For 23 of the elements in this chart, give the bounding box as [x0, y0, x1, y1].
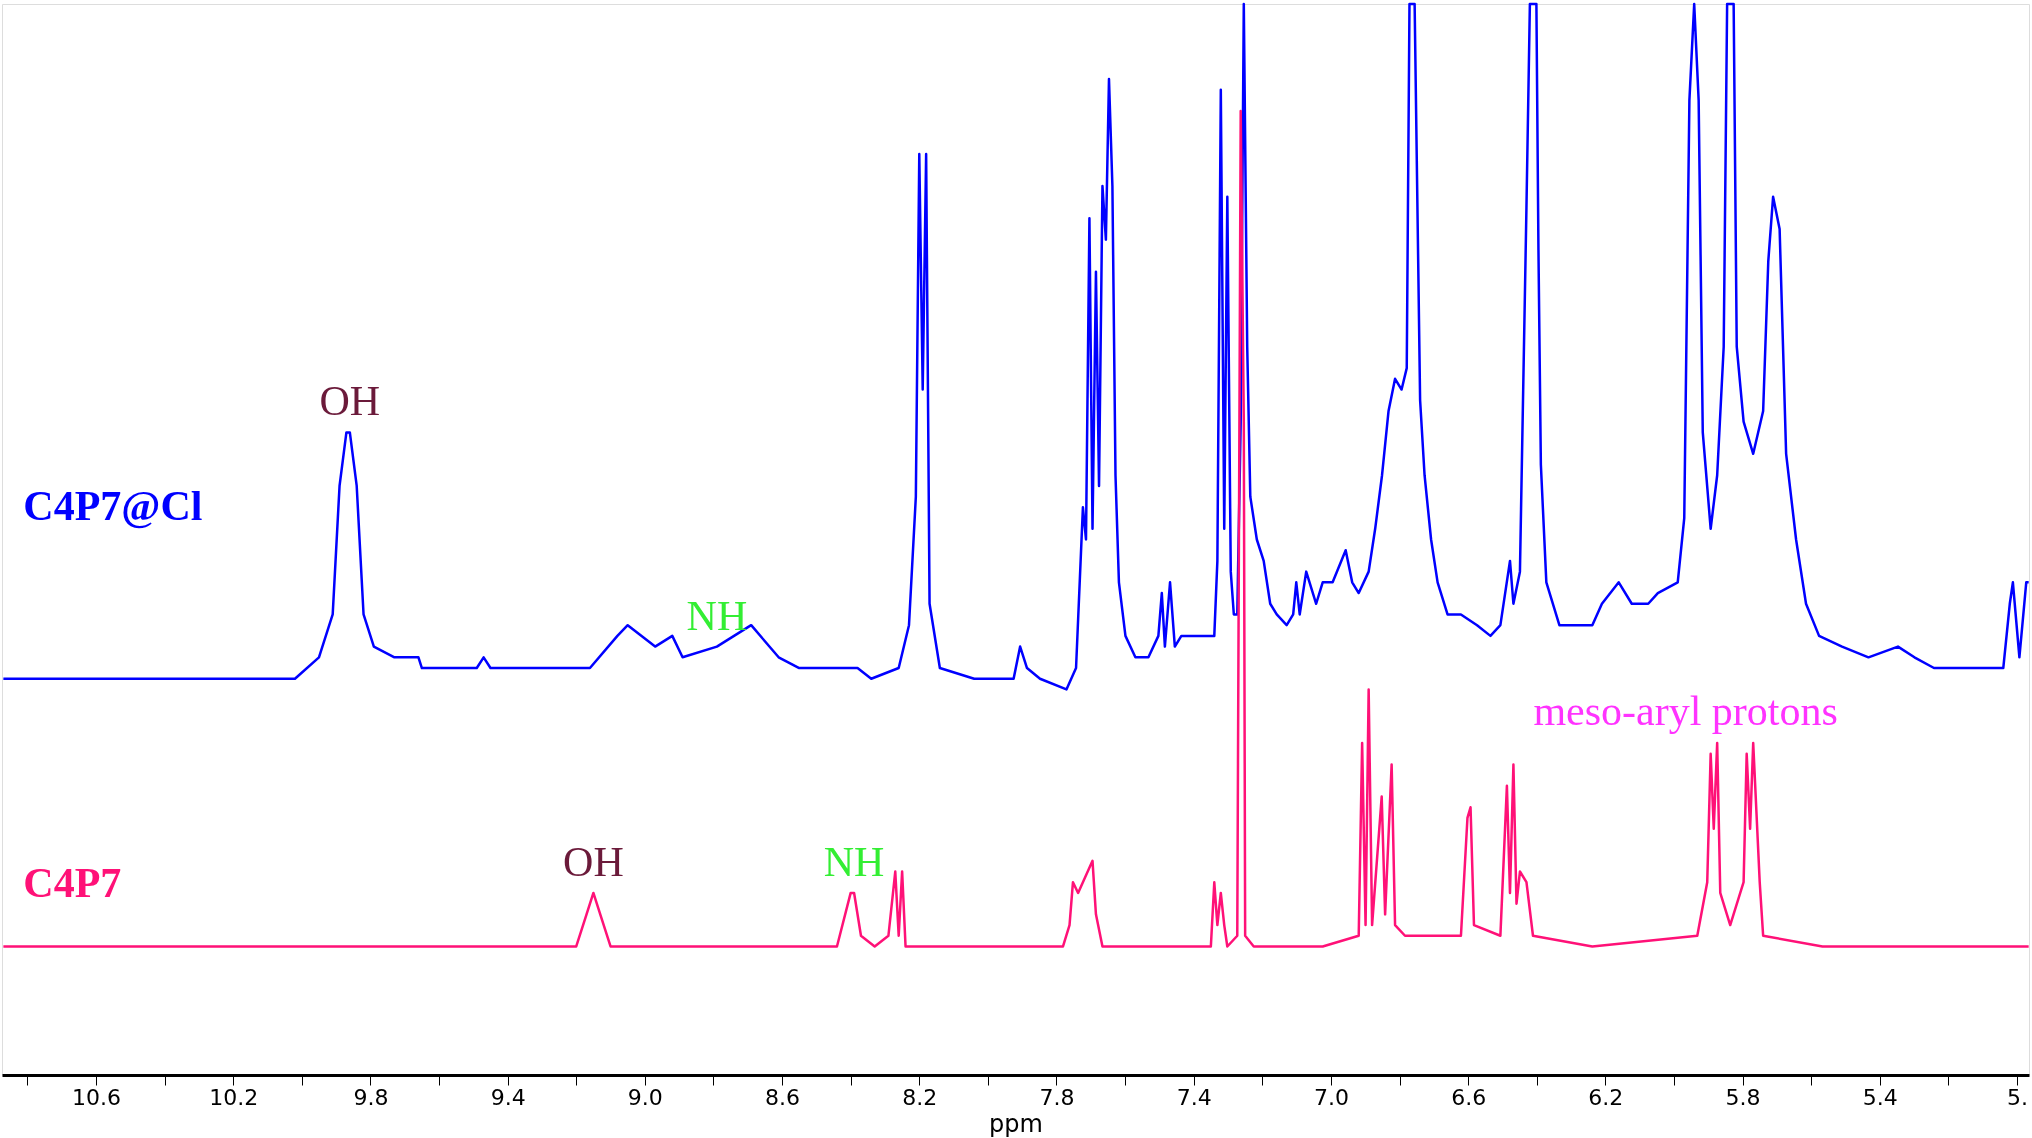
text: C4P7@Cl: [23, 482, 203, 529]
x-axis-title: ppm: [989, 1109, 1043, 1138]
annotation: NH: [686, 592, 748, 639]
annotation: meso-aryl protons: [1533, 688, 1838, 735]
x-tick-label: 6.2: [1588, 1084, 1624, 1110]
x-tick-label: 9.4: [490, 1084, 526, 1110]
x-tick-label: 8.2: [902, 1084, 938, 1110]
x-tick-label: 7.8: [1039, 1084, 1075, 1110]
annotation: OH: [319, 378, 381, 425]
x-tick-label: 10.6: [72, 1084, 121, 1110]
x-tick-label: 7.0: [1313, 1084, 1349, 1110]
x-tick-label: 5.: [2006, 1084, 2028, 1110]
x-tick-label: 10.2: [209, 1084, 259, 1110]
annotation: OH: [563, 838, 624, 885]
series-label: C4P7: [23, 860, 122, 907]
x-tick-label: 5.4: [1862, 1084, 1898, 1110]
x-tick-label: 6.6: [1451, 1084, 1487, 1110]
x-tick-label: 8.6: [765, 1084, 801, 1110]
x-tick-label: 5.8: [1725, 1084, 1761, 1110]
x-tick-label: 9.0: [627, 1084, 663, 1110]
x-tick-label: 9.8: [353, 1084, 389, 1110]
x-tick-label: 7.4: [1176, 1084, 1212, 1110]
annotation: NH: [823, 838, 885, 885]
